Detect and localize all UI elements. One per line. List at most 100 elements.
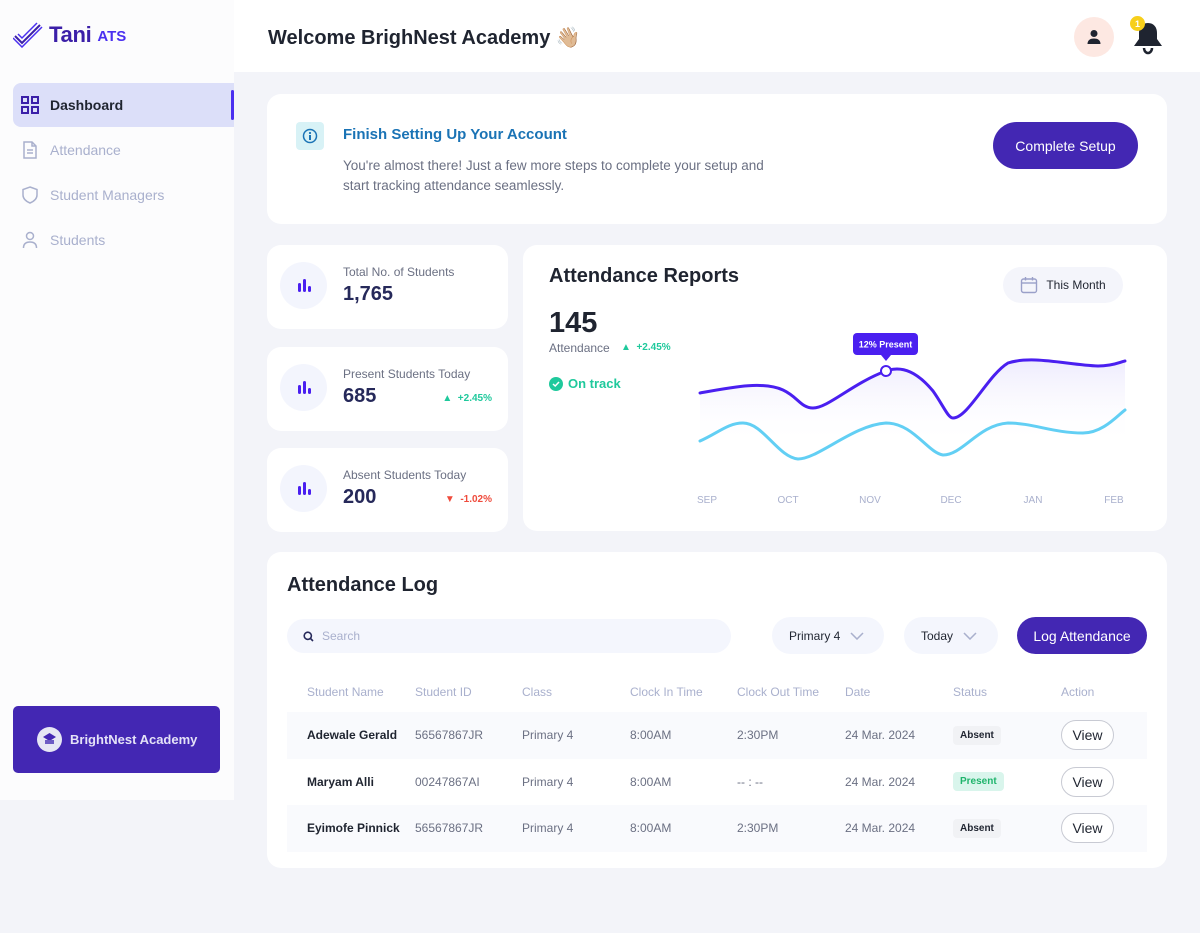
clock-in-time: 8:00AM	[630, 774, 672, 789]
school-logo-icon	[37, 727, 62, 752]
sidebar: Tani ATS Dashboard Attendance	[0, 0, 234, 800]
date-filter-dropdown[interactable]: Today	[904, 617, 998, 654]
bar-chart-icon	[280, 262, 327, 309]
stat-label: Total No. of Students	[343, 265, 455, 279]
student-class: Primary 4	[522, 821, 574, 836]
document-icon	[21, 141, 39, 159]
svg-text:FEB: FEB	[1104, 495, 1124, 506]
complete-setup-button[interactable]: Complete Setup	[993, 122, 1138, 169]
svg-text:DEC: DEC	[940, 495, 961, 506]
stat-delta: ▼ -1.02%	[444, 494, 492, 505]
period-selector[interactable]: This Month	[1003, 267, 1123, 303]
status-on-track: On track	[549, 376, 621, 391]
reports-value-label: Attendance	[549, 341, 610, 355]
search-box	[287, 619, 731, 653]
absent-series-line	[698, 408, 1127, 461]
sidebar-item-label: Dashboard	[50, 97, 124, 113]
avatar[interactable]	[1074, 17, 1114, 57]
student-name: Eyimofe Pinnick	[307, 821, 400, 836]
student-name: Adewale Gerald	[307, 728, 398, 743]
action-cell: View	[1061, 813, 1147, 844]
status-cell: Present	[953, 772, 1061, 792]
attendance-reports-card: 12% Present SEP OCT NOV DEC JAN FEB Atte…	[523, 245, 1167, 531]
arrow-down-icon: ▼	[444, 494, 455, 505]
column-header[interactable]: Student Name	[307, 685, 384, 699]
sidebar-item-students[interactable]: Students	[13, 218, 234, 262]
student-id: 56567867JR	[415, 728, 484, 743]
view-button[interactable]: View	[1061, 766, 1114, 797]
wave-emoji-icon: 👋🏼	[555, 27, 581, 49]
calendar-icon	[1021, 277, 1038, 294]
action-cell: View	[1061, 766, 1147, 797]
column-header[interactable]: Class	[522, 685, 553, 699]
user-avatar-icon	[1087, 30, 1101, 44]
school-profile-button[interactable]: BrightNest Academy	[13, 706, 220, 773]
stat-delta: ▲ +2.45%	[442, 393, 492, 404]
logo-name: Tani	[49, 22, 92, 47]
attendance-date: 24 Mar. 2024	[845, 774, 916, 789]
clock-in-time: 8:00AM	[630, 821, 672, 836]
info-icon	[296, 122, 324, 150]
svg-text:JAN: JAN	[1024, 495, 1043, 506]
column-header[interactable]: Status	[953, 685, 988, 699]
status-badge: Absent	[953, 818, 1001, 838]
setup-description: You're almost there! Just a few more ste…	[343, 158, 764, 193]
sidebar-nav: Dashboard Attendance Student Managers	[13, 83, 234, 263]
bar-chart-icon	[280, 465, 327, 512]
svg-text:OCT: OCT	[777, 495, 798, 506]
student-id: 00247867AI	[415, 774, 480, 789]
table-row: Eyimofe Pinnick 56567867JR Primary 4 8:0…	[287, 805, 1147, 852]
action-cell: View	[1061, 720, 1147, 751]
sidebar-item-student-managers[interactable]: Student Managers	[13, 173, 234, 217]
setup-banner: Finish Setting Up Your Account You're al…	[267, 94, 1167, 224]
attendance-table: Student Name Student ID Class Clock In T…	[287, 680, 1147, 852]
stat-value: 685	[343, 385, 377, 407]
table-row: Maryam Alli 00247867AI Primary 4 8:00AM …	[287, 759, 1147, 806]
app-logo[interactable]: Tani ATS	[13, 22, 126, 48]
attendance-log-card: Attendance Log Primary 4 Today Log Atten…	[267, 552, 1167, 868]
logo-suffix: ATS	[97, 28, 127, 45]
view-button[interactable]: View	[1061, 813, 1114, 844]
status-badge: Absent	[953, 725, 1001, 745]
column-header[interactable]: Clock In Time	[630, 685, 703, 699]
status-cell: Absent	[953, 818, 1061, 838]
sidebar-item-attendance[interactable]: Attendance	[13, 128, 234, 172]
clock-out-time: -- : --	[737, 774, 763, 789]
chevron-down-icon	[850, 631, 864, 640]
clock-in-time: 8:00AM	[630, 728, 672, 743]
bar-chart-icon	[280, 364, 327, 411]
sidebar-item-label: Student Managers	[50, 187, 165, 203]
stat-value: 1,765	[343, 283, 394, 305]
grid-icon	[21, 96, 39, 114]
table-row: Adewale Gerald 56567867JR Primary 4 8:00…	[287, 712, 1147, 759]
arrow-up-icon: ▲	[442, 393, 453, 404]
stat-label: Present Students Today	[343, 367, 471, 381]
reports-delta: ▲ +2.45%	[621, 342, 671, 353]
stat-card-absent-students: Absent Students Today 200 ▼ -1.02%	[267, 448, 508, 532]
view-button[interactable]: View	[1061, 720, 1114, 751]
column-header[interactable]: Action	[1061, 685, 1095, 699]
stat-value: 200	[343, 486, 377, 508]
stat-card-total-students: Total No. of Students 1,765	[267, 245, 508, 329]
student-class: Primary 4	[522, 728, 574, 743]
student-id: 56567867JR	[415, 821, 484, 836]
student-name: Maryam Alli	[307, 774, 374, 789]
arrow-up-icon: ▲	[621, 342, 631, 353]
chart-highlight-point	[880, 365, 892, 377]
check-circle-icon	[549, 376, 563, 391]
sidebar-item-dashboard[interactable]: Dashboard	[13, 83, 234, 127]
reports-title: Attendance Reports	[549, 265, 740, 287]
column-header[interactable]: Student ID	[415, 685, 472, 699]
column-header[interactable]: Clock Out Time	[737, 685, 820, 699]
log-title: Attendance Log	[287, 574, 439, 596]
column-header[interactable]: Date	[845, 685, 871, 699]
class-filter-dropdown[interactable]: Primary 4	[772, 617, 884, 654]
log-attendance-button[interactable]: Log Attendance	[1017, 617, 1147, 654]
status-badge: Present	[953, 772, 1004, 792]
table-header: Student Name Student ID Class Clock In T…	[287, 680, 1147, 704]
search-icon	[303, 630, 314, 642]
stat-card-present-students: Present Students Today 685 ▲ +2.45%	[267, 347, 508, 431]
notifications-button[interactable]: 1	[1130, 16, 1166, 56]
search-input[interactable]	[322, 629, 702, 643]
student-class: Primary 4	[522, 774, 574, 789]
